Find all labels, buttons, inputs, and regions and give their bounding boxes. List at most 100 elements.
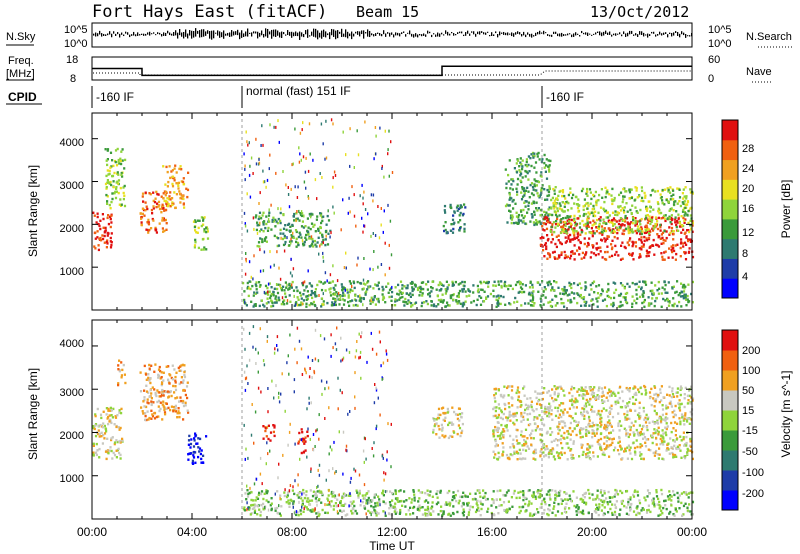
power-cell xyxy=(563,256,566,260)
power-cell xyxy=(447,283,450,287)
velocity-cell xyxy=(666,443,669,447)
noise-sample xyxy=(509,33,511,35)
power-cell xyxy=(611,202,614,206)
velocity-cell xyxy=(614,394,617,397)
power-cell xyxy=(312,292,315,295)
power-cell xyxy=(276,291,280,295)
power-cell xyxy=(107,181,110,184)
power-cell xyxy=(508,209,511,212)
power-cell xyxy=(669,198,672,201)
power-cell xyxy=(642,245,645,248)
power-cell xyxy=(580,286,583,290)
power-cell xyxy=(509,214,513,217)
power-cell xyxy=(112,164,115,168)
power-cell xyxy=(165,200,168,203)
velocity-cell xyxy=(503,430,506,433)
velocity-cell xyxy=(648,396,652,400)
velocity-cell xyxy=(170,394,173,398)
power-cell xyxy=(691,301,694,304)
power-cell xyxy=(401,295,404,299)
power-cell xyxy=(603,298,607,301)
velocity-cell xyxy=(174,407,177,410)
power-sparse-cell xyxy=(374,126,377,129)
power-cell xyxy=(631,254,634,257)
power-cell xyxy=(580,231,583,234)
power-cell xyxy=(657,207,660,210)
power-cell xyxy=(685,236,688,239)
velocity-cell xyxy=(636,432,640,436)
power-cell xyxy=(576,292,579,295)
velocity-cell xyxy=(569,426,572,430)
power-cell xyxy=(507,173,510,177)
power-cell xyxy=(411,289,414,293)
velocity-cell xyxy=(375,511,378,514)
velocity-cell xyxy=(585,455,588,458)
power-cell xyxy=(479,280,482,284)
power-cell xyxy=(672,297,675,300)
power-cell xyxy=(513,301,516,304)
power-cell xyxy=(108,169,111,173)
power-cell xyxy=(651,289,654,292)
velocity-cell xyxy=(287,499,290,502)
velocity-cell xyxy=(608,394,611,398)
velocity-cell xyxy=(531,429,534,432)
power-cell xyxy=(615,226,618,230)
power-cell xyxy=(448,304,451,307)
power-cell xyxy=(289,285,292,288)
noise-sample xyxy=(513,33,515,37)
power-cell xyxy=(580,228,583,232)
velocity-cell xyxy=(674,413,677,417)
power-cell xyxy=(406,302,409,305)
power-cell xyxy=(551,196,554,200)
noise-sample xyxy=(129,34,131,38)
power-cell xyxy=(556,215,559,218)
velocity-cell xyxy=(524,449,528,452)
velocity-cell xyxy=(683,455,686,458)
power-cell xyxy=(663,230,666,233)
power-cell xyxy=(155,190,158,194)
velocity-cell xyxy=(158,391,161,394)
velocity-cell xyxy=(653,386,657,389)
power-cell xyxy=(539,304,542,307)
power-cell xyxy=(437,283,440,287)
power-cell xyxy=(568,221,571,225)
velocity-cell xyxy=(658,453,661,456)
power-cell xyxy=(320,221,323,225)
power-cell xyxy=(205,226,208,229)
power-cell xyxy=(672,232,675,236)
power-cell xyxy=(306,290,309,293)
power-cell xyxy=(562,302,565,305)
velocity-cell xyxy=(533,416,536,419)
power-cell xyxy=(177,187,180,190)
velocity-cell xyxy=(670,446,673,449)
power-cell xyxy=(686,229,689,232)
power-cell xyxy=(683,287,686,290)
velocity-cell xyxy=(589,446,592,449)
power-cell xyxy=(664,214,667,217)
power-cell xyxy=(538,194,541,198)
power-cell xyxy=(543,166,546,169)
velocity-cell xyxy=(106,437,109,440)
velocity-cell xyxy=(610,443,613,447)
velocity-cell xyxy=(617,412,620,415)
velocity-cell xyxy=(549,427,552,430)
power-sparse-cell xyxy=(256,231,259,235)
power-cell xyxy=(394,298,397,301)
velocity-cell xyxy=(290,499,293,503)
velocity-cell xyxy=(605,425,608,428)
velocity-cell xyxy=(494,453,497,456)
power-cell xyxy=(582,205,585,208)
power-cell xyxy=(106,200,109,203)
power-cell xyxy=(110,214,113,217)
power-cell xyxy=(549,300,552,303)
velocity-cell xyxy=(669,437,672,440)
power-cell xyxy=(651,189,654,192)
power-cell xyxy=(519,174,522,177)
power-cell xyxy=(310,244,313,247)
velocity-cell xyxy=(583,417,586,420)
velocity-cell xyxy=(188,434,191,438)
power-cell xyxy=(166,185,169,188)
power-cell xyxy=(674,291,677,294)
power-cell xyxy=(646,207,649,210)
velocity-cell xyxy=(116,440,119,444)
